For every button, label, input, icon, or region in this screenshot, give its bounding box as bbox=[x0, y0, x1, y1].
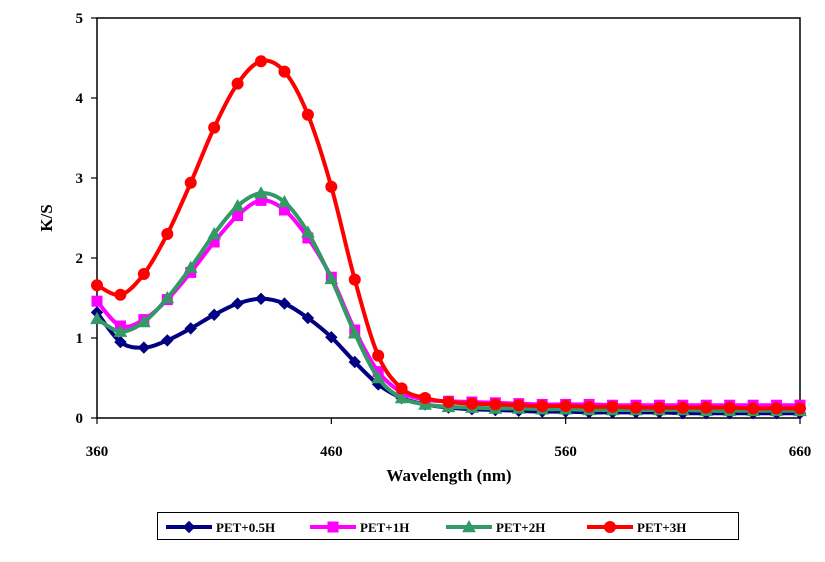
data-point bbox=[301, 311, 315, 325]
data-point bbox=[91, 295, 103, 307]
x-tick-label: 360 bbox=[86, 444, 109, 460]
data-point bbox=[489, 398, 502, 411]
data-point bbox=[653, 401, 666, 414]
legend-marker bbox=[182, 520, 196, 534]
y-tick-label: 3 bbox=[76, 171, 84, 187]
data-point bbox=[277, 194, 292, 208]
data-point bbox=[606, 400, 619, 413]
y-tick-label: 2 bbox=[76, 251, 84, 267]
legend-label: PET+0.5H bbox=[216, 520, 275, 535]
data-point bbox=[770, 402, 783, 415]
data-point bbox=[137, 268, 150, 280]
data-point bbox=[794, 402, 806, 415]
data-point bbox=[255, 55, 268, 68]
data-point bbox=[160, 290, 175, 304]
legend-items: PET+0.5H PET+1H PET+2H PET+3H bbox=[166, 519, 686, 535]
data-point bbox=[90, 311, 104, 325]
data-point bbox=[301, 225, 315, 238]
data-point bbox=[700, 401, 713, 414]
data-point bbox=[324, 271, 339, 285]
data-point bbox=[231, 297, 244, 310]
data-point bbox=[325, 330, 338, 344]
legend-label: PET+3H bbox=[637, 520, 686, 535]
data-point bbox=[207, 308, 221, 322]
data-point bbox=[161, 334, 174, 347]
x-axis-title: Wavelength (nm) bbox=[386, 466, 511, 485]
data-point bbox=[559, 400, 572, 412]
legend-marker bbox=[604, 521, 616, 533]
series-pet-3h bbox=[91, 55, 806, 415]
data-point bbox=[395, 382, 408, 395]
data-point bbox=[137, 341, 151, 354]
data-point bbox=[254, 292, 268, 306]
data-point bbox=[348, 273, 361, 286]
data-point bbox=[394, 390, 409, 404]
data-point bbox=[231, 77, 244, 90]
data-point bbox=[372, 349, 385, 362]
y-tick-label: 1 bbox=[76, 331, 84, 347]
legend-label: PET+2H bbox=[496, 520, 545, 535]
legend-item: PET+2H bbox=[446, 519, 545, 535]
data-point bbox=[442, 396, 455, 408]
data-point bbox=[747, 402, 760, 415]
y-axis: 0 1 2 3 4 5 bbox=[76, 11, 97, 427]
x-tick-label: 660 bbox=[789, 444, 812, 460]
data-point bbox=[325, 180, 338, 193]
data-point bbox=[419, 392, 432, 404]
y-axis-title: K/S bbox=[37, 204, 56, 231]
data-point bbox=[183, 260, 198, 273]
x-tick-label: 560 bbox=[554, 444, 577, 460]
legend-item: PET+1H bbox=[310, 520, 409, 535]
data-point bbox=[230, 198, 245, 212]
data-point bbox=[371, 370, 386, 384]
data-point bbox=[208, 121, 221, 134]
legend-marker bbox=[462, 519, 476, 533]
legend-label: PET+1H bbox=[360, 520, 409, 535]
series-layer bbox=[90, 55, 807, 420]
data-point bbox=[184, 322, 197, 335]
data-point bbox=[583, 400, 596, 413]
data-point bbox=[723, 401, 736, 414]
line-chart: 0 1 2 3 4 5 360 460 560 660 Wavelength (nm) K/S bbox=[37, 11, 812, 485]
data-point bbox=[114, 335, 127, 349]
legend-item: PET+0.5H bbox=[166, 520, 275, 535]
data-point bbox=[207, 226, 222, 240]
data-point bbox=[676, 401, 689, 414]
y-tick-label: 5 bbox=[76, 11, 84, 27]
data-point bbox=[254, 186, 268, 199]
data-point bbox=[347, 326, 362, 339]
data-point bbox=[114, 288, 127, 301]
y-tick-label: 0 bbox=[76, 411, 84, 427]
data-point bbox=[629, 401, 642, 414]
data-point bbox=[161, 228, 174, 240]
data-point bbox=[278, 65, 291, 78]
data-point bbox=[301, 108, 314, 121]
data-point bbox=[91, 279, 103, 292]
data-point bbox=[512, 399, 525, 412]
data-point bbox=[348, 355, 361, 369]
x-axis: 360 460 560 660 bbox=[86, 418, 812, 460]
data-point bbox=[465, 397, 478, 410]
data-point bbox=[536, 400, 549, 412]
data-point bbox=[278, 297, 291, 310]
legend: PET+0.5H PET+1H PET+2H PET+3H bbox=[157, 512, 739, 540]
y-tick-label: 4 bbox=[76, 91, 84, 107]
data-point bbox=[113, 324, 128, 337]
x-tick-label: 460 bbox=[320, 444, 343, 460]
legend-marker bbox=[327, 521, 339, 533]
data-point bbox=[137, 314, 151, 328]
plot-area bbox=[96, 17, 801, 419]
data-point bbox=[184, 176, 197, 189]
legend-item: PET+3H bbox=[587, 520, 686, 535]
